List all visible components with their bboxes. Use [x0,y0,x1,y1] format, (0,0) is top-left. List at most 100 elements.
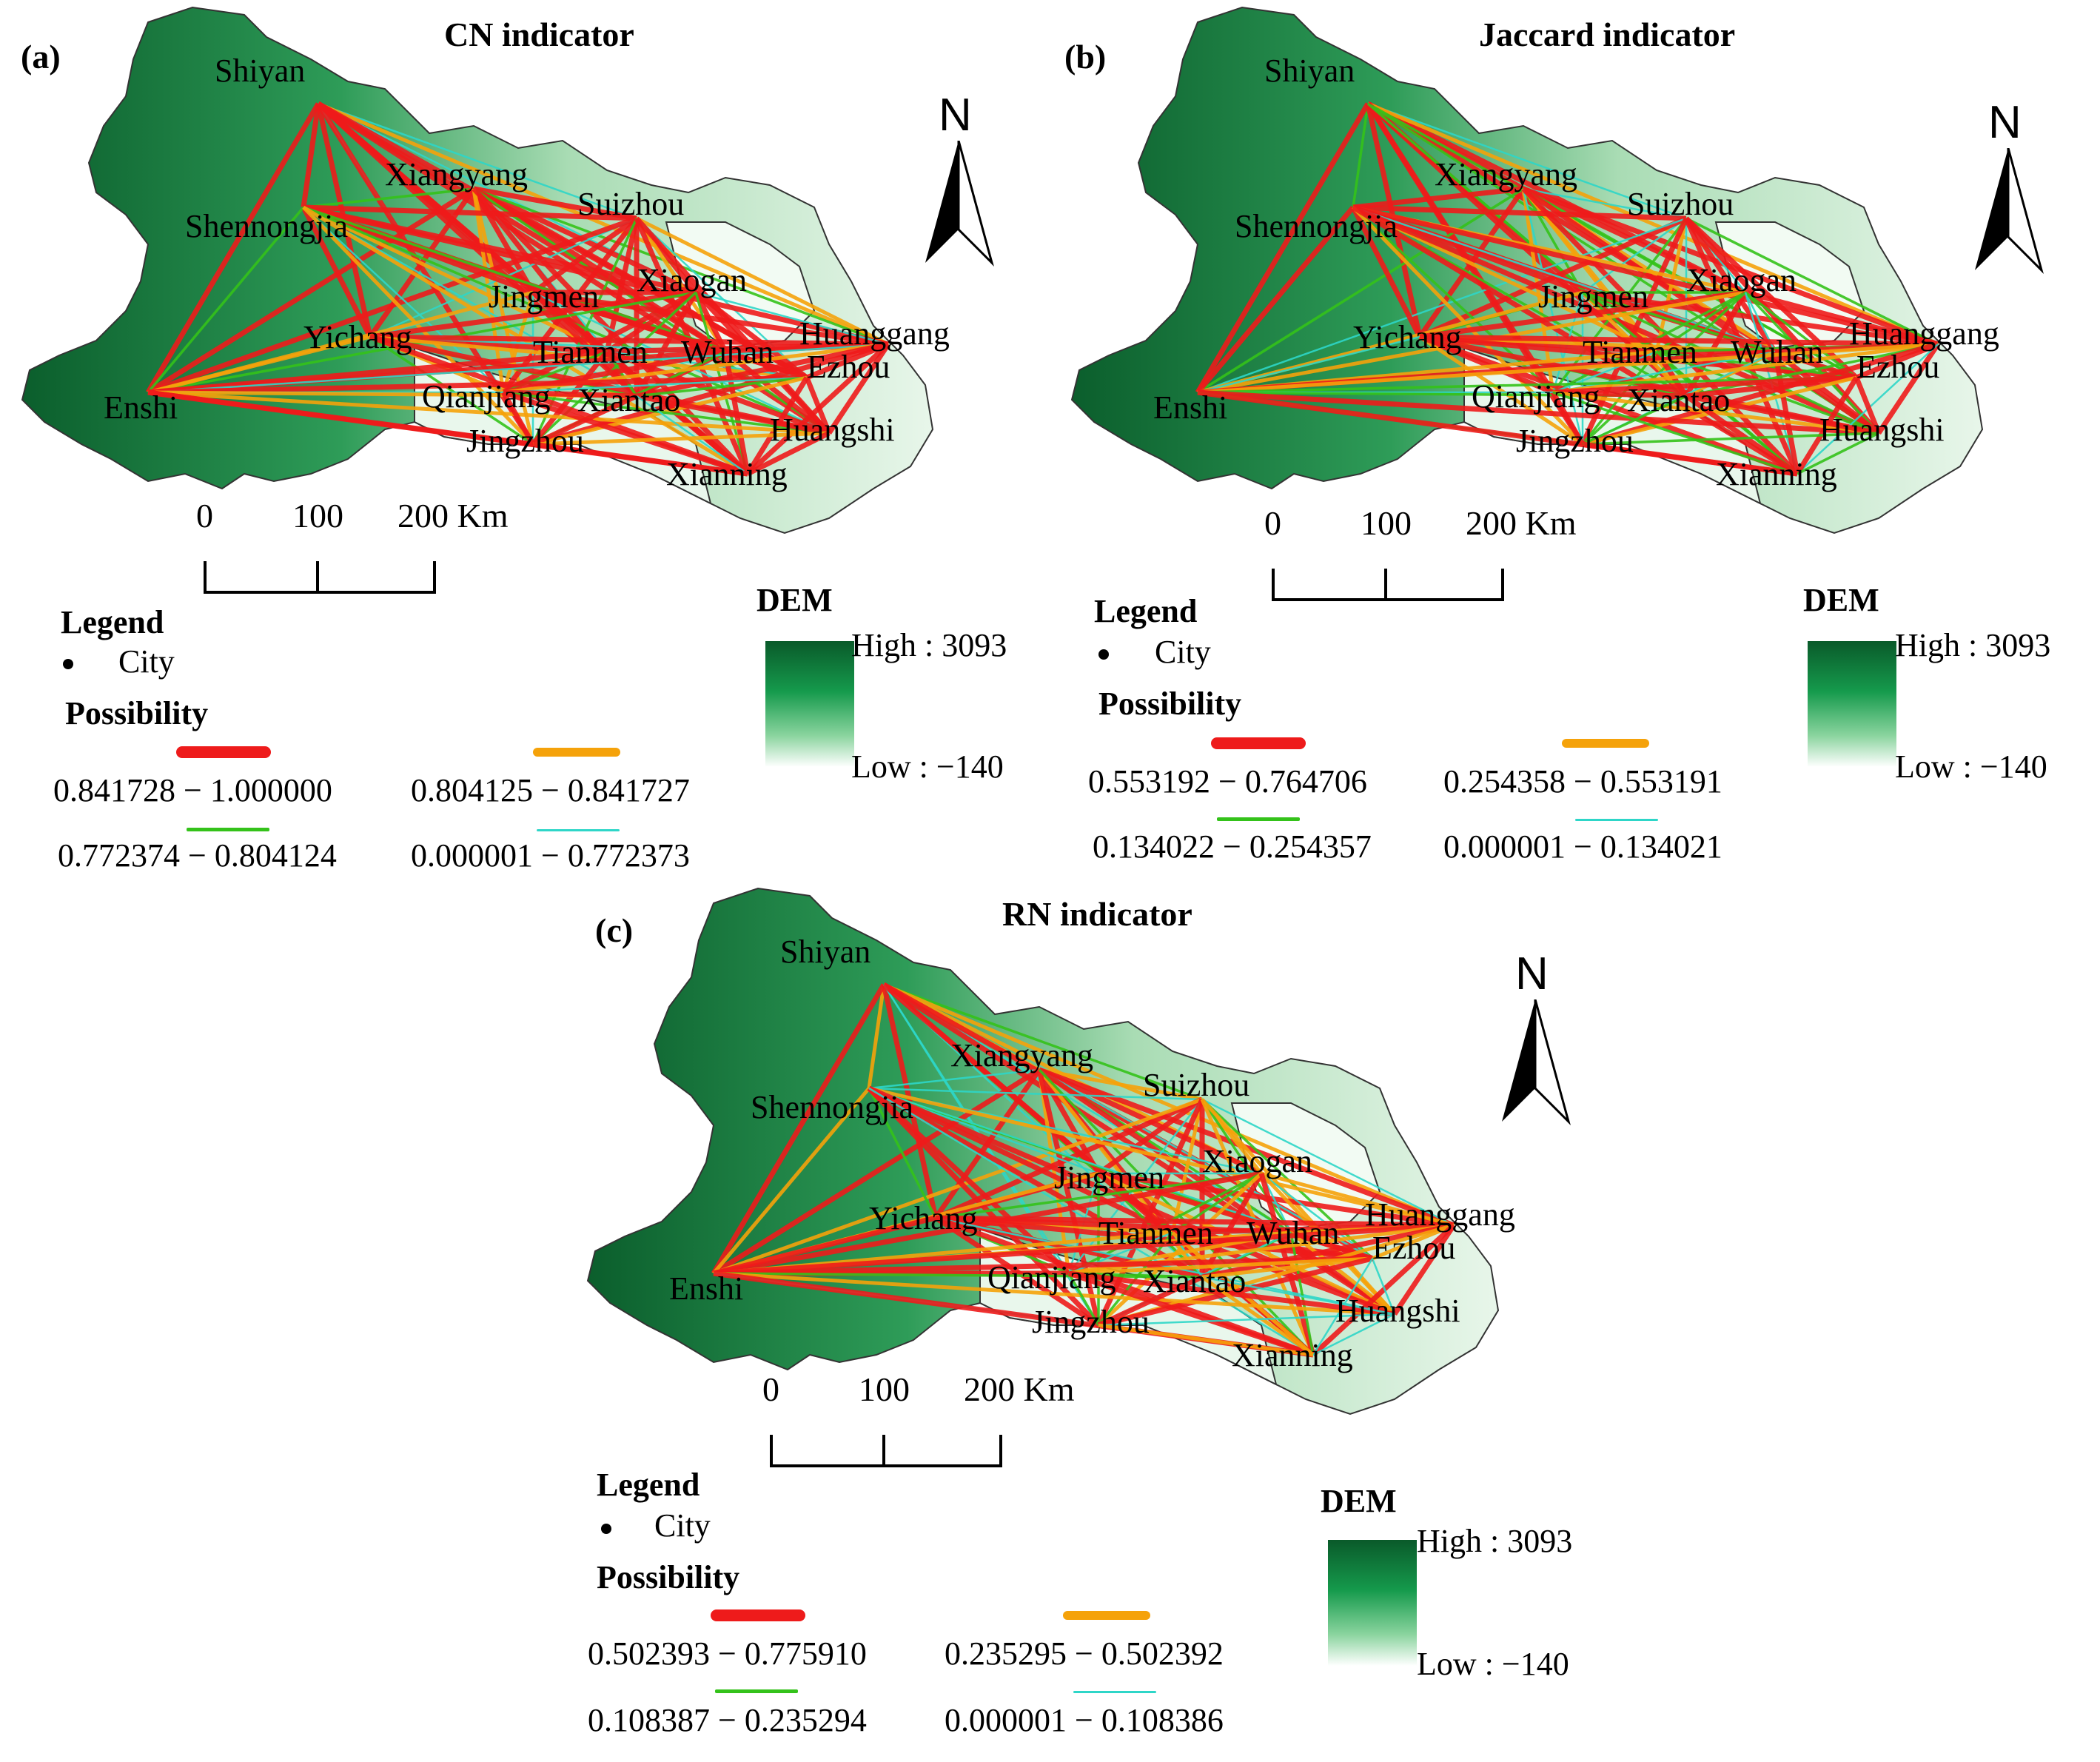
link-qianjiang-huangshi [1068,1270,1395,1317]
north-arrow-icon [1975,148,2044,274]
link-xiaogan-xiantao [1683,291,1748,398]
north-arrow-icon [925,141,994,267]
city-label-jingzhou: Jingzhou [1516,423,1634,459]
link-xiaogan-huanggang [695,291,889,346]
city-label-xianning: Xianning [1232,1337,1353,1373]
city-label-enshi: Enshi [669,1270,743,1307]
class-1-range: 0.502393 − 0.775910 [588,1635,867,1672]
city-label-xiaogan: Xiaogan [1686,262,1797,298]
class-1-swatch [176,746,271,758]
link-xiantao-jingzhou [1097,1274,1204,1328]
city-label-qianjiang: Qianjiang [422,378,551,415]
link-shennongjia-huanggang [868,1086,1455,1227]
link-huanggang-huangshi [1876,343,1940,435]
link-suizhou-xianning [1200,1099,1315,1356]
link-xiangyang-enshi [712,1068,1041,1276]
link-qianjiang-jingzhou [1067,1273,1100,1326]
link-shennongjia-qianjiang [1352,206,1554,394]
link-shennongjia-huanggang [1352,204,1939,347]
class-4-range: 0.000001 − 0.108386 [945,1702,1224,1738]
link-ezhou-jingzhou [1582,375,1857,446]
north-arrow: N [1968,96,2049,274]
link-wuhan-huangshi [723,349,831,435]
link-suizhou-shennongjia [303,204,637,221]
class-2-swatch [1063,1611,1150,1620]
link-ezhou-xiantao [1201,1256,1373,1279]
link-suizhou-huanggang [635,216,890,346]
link-yichang-huanggang [935,1215,1455,1228]
link-xiangyang-qianjiang [1521,188,1555,393]
link-huangshi-jingzhou [1098,1313,1395,1327]
link-xiantao-xianning [1684,394,1799,476]
link-xiangyang-suizhou [473,186,637,221]
link-huanggang-xiantao [636,341,889,399]
city-label-huangshi: Huangshi [1335,1293,1460,1329]
link-suizhou-enshi [1197,217,1687,394]
link-qianjiang-xiantao [503,389,637,399]
link-suizhou-huanggang [1201,1098,1455,1227]
link-xiaogan-huanggang [1261,1171,1455,1227]
link-ezhou-qianjiang [1552,375,1857,395]
link-shiyan-enshi [1195,102,1371,394]
link-yichang-jingzhou [369,335,534,446]
link-huangshi-xianning [1797,432,1879,475]
link-tianmen-xianning [605,349,750,476]
link-shiyan-suizhou [1367,102,1687,220]
link-enshi-huangshi [713,1271,1395,1316]
link-yichang-huanggang [369,334,889,347]
class-1-swatch [1211,737,1306,749]
link-shennongjia-enshi [712,1087,870,1275]
dem-ramp [1328,1540,1417,1666]
link-suizhou-wuhan [634,217,728,353]
link-qianjiang-jingzhou [500,391,536,446]
link-suizhou-wuhan [1684,217,1777,353]
dem-low: Low : −140 [1417,1646,1569,1682]
city-label-shiyan: Shiyan [780,934,870,970]
province-map: Shiyan Xiangyang Suizhou Shennongjia Jingmen… [1070,6,1999,535]
city-label-xiaogan: Xiaogan [1202,1143,1312,1179]
class-3-swatch [715,1689,798,1693]
north-label: N [1988,97,2022,148]
city-label-shiyan: Shiyan [1264,53,1355,89]
link-huanggang-huangshi [1392,1224,1456,1316]
link-huanggang-enshi [147,343,889,394]
city-label-enshi: Enshi [1153,389,1227,426]
north-label: N [939,90,972,141]
link-shiyan-shennongjia [301,103,321,208]
dem-low: Low : −140 [1895,748,2047,785]
city-symbol [601,1524,611,1534]
link-huanggang-jingzhou [1582,341,1939,447]
link-tianmen-jingzhou [1097,1231,1174,1327]
scale-0: 0 [196,497,213,535]
link-xiaogan-yichang [1419,289,1746,340]
link-yichang-ezhou [935,1215,1373,1262]
city-label-wuhan: Wuhan [681,334,774,370]
link-ezhou-xiantao [636,376,808,398]
link-xiangyang-qianjiang [472,188,506,393]
link-ezhou-enshi [1197,376,1857,394]
link-suizhou-xianning [1683,217,1800,475]
city-label-ezhou: Ezhou [1856,349,1939,385]
link-shiyan-enshi [711,983,887,1275]
class-1-swatch [711,1609,805,1621]
link-wuhan-xianning [1289,1232,1315,1356]
link-huangshi-xianning [746,430,831,477]
city-label-suizhou: Suizhou [1143,1067,1249,1103]
link-jingzhou-xianning [532,441,748,477]
link-ezhou-huangshi [804,376,832,435]
city-label-jingzhou: Jingzhou [466,423,584,459]
city-label-wuhan: Wuhan [1247,1215,1339,1251]
city-legend-label: City [118,643,175,680]
scale-100: 100 [292,497,343,535]
link-shiyan-huanggang [1367,101,1939,346]
link-huanggang-enshi [1197,342,1939,395]
city-label-tianmen: Tianmen [533,334,648,370]
link-xiangyang-enshi [147,187,475,395]
city-label-jingmen: Jingmen [1538,278,1648,315]
link-tianmen-jingzhou [531,349,609,446]
link-shennongjia-yichang [301,206,373,338]
link-ezhou-enshi [147,375,808,395]
link-shennongjia-jingzhou [1352,206,1584,446]
link-huangshi-jingzhou [1582,432,1879,446]
province-map: Shiyan Xiangyang Suizhou Shennongjia Jingmen… [21,6,950,535]
